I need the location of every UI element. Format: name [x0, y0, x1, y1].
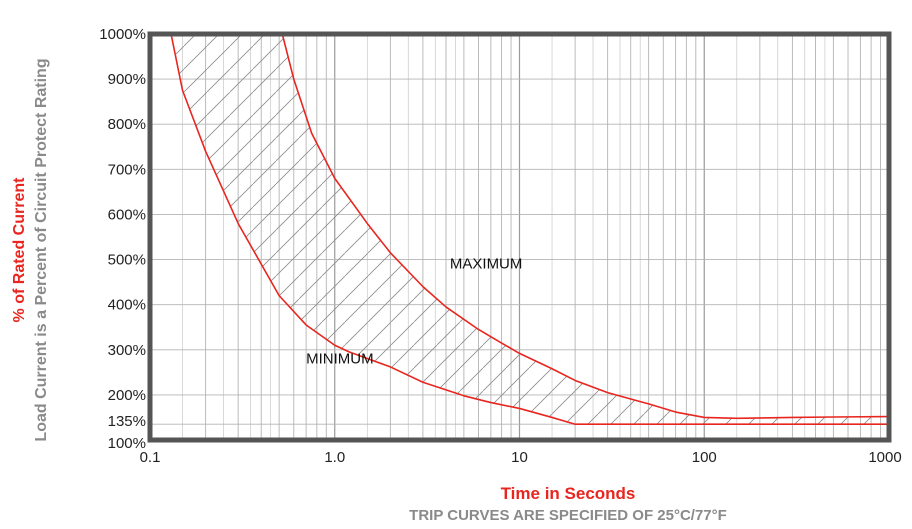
x-tick-label: 10 — [511, 449, 528, 466]
x-axis-label: Time in Seconds — [501, 484, 636, 503]
trip-band-layer — [171, 34, 889, 425]
annotation-maximum: MAXIMUM — [450, 256, 522, 273]
y-tick-label: 600% — [108, 206, 146, 223]
y-tick-label: 100% — [108, 435, 146, 452]
y-tick-label: 500% — [108, 252, 146, 269]
chart-caption: TRIP CURVES ARE SPECIFIED OF 25°C/77°F — [409, 507, 727, 524]
x-tick-labels: 0.1 1.0 10 100 1000 — [140, 449, 902, 466]
x-tick-label: 100 — [692, 449, 717, 466]
y-tick-labels: 1000% 900% 800% 700% 600% 500% 400% 300% 200% 135… — [99, 26, 146, 452]
annotation-minimum: MINIMUM — [306, 350, 374, 367]
y-axis-label-secondary: Load Current is a Percent of Circuit Pro… — [33, 58, 50, 441]
y-tick-label: 400% — [108, 297, 146, 314]
plot-frame — [147, 31, 892, 443]
y-tick-label: 200% — [108, 387, 146, 404]
y-tick-label: 800% — [108, 116, 146, 133]
x-tick-label: 1000 — [868, 449, 901, 466]
y-tick-label: 300% — [108, 342, 146, 359]
series-line-minimum — [170, 34, 889, 426]
x-tick-label: 0.1 — [140, 449, 161, 466]
trip-band-hatch — [171, 34, 889, 425]
series-layer — [170, 34, 889, 426]
y-tick-label: 135% — [108, 413, 146, 430]
y-tick-label: 700% — [108, 161, 146, 178]
x-tick-label: 1.0 — [324, 449, 345, 466]
annotations: MAXIMUM MINIMUM — [306, 256, 522, 368]
series-line-maximum — [281, 34, 889, 420]
y-tick-label: 900% — [108, 71, 146, 88]
y-axis-label-primary: % of Rated Current — [11, 177, 28, 323]
y-tick-label: 1000% — [99, 26, 146, 43]
